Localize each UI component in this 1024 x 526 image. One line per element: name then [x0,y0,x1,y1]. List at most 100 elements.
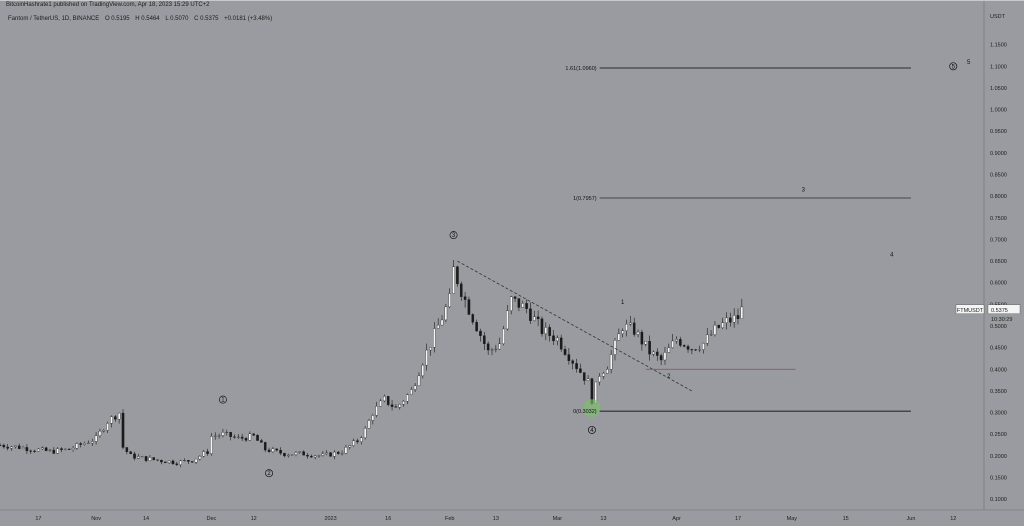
wave-label-circled: 1 [221,398,225,404]
ticker-tag-box [955,304,985,314]
candle-body [513,296,517,299]
time-tick-label: May [787,516,798,522]
candle-body [383,396,386,402]
candle-body [248,433,252,441]
candle-body [44,447,48,451]
candle-body [98,430,102,436]
candle-body [725,317,728,323]
candle-body [94,435,98,442]
time-tick-label: Feb [445,516,454,522]
candle-body [17,445,21,449]
wave-circle-marker [218,395,227,404]
candle-body [21,447,25,449]
candle-body [240,436,244,439]
wave-label-minor: 5 [967,60,971,66]
time-tick-label: Nov [91,516,101,522]
candle-body [283,453,286,457]
candle-body [559,337,563,350]
candle-body [183,460,186,462]
price-tick-label: 0.2500 [990,432,1007,438]
candle-body [56,448,59,454]
candle-body [256,435,259,441]
price-tick-label: 0.1000 [990,497,1007,503]
candle-body [483,335,486,344]
price-tick-label: 1.1000 [990,64,1007,70]
candle-body [736,315,740,319]
candle-body [37,448,40,452]
time-tick-label: 17 [735,516,741,522]
candle-body [275,448,279,451]
wave-label-minor: 4 [890,253,894,259]
candle-body [267,449,271,452]
candle-body [386,396,390,405]
candle-body [536,316,540,320]
candle-body [263,442,267,451]
price-tick-label: 1.1500 [990,43,1007,49]
time-tick-label: 14 [143,516,149,522]
candle-body [479,330,482,336]
candle-body [221,432,225,436]
candle-body [644,341,648,345]
last-price-label: 0.5375 [991,308,1008,314]
candle-body [140,456,144,458]
candle-body [690,349,694,351]
candle-body [133,453,136,459]
time-tick-label: 15 [843,516,849,522]
candle-body [287,454,290,457]
candle-body [717,324,721,328]
candle-body [402,401,405,405]
candle-body [190,461,194,463]
candle-body [506,310,509,330]
candle-body [317,455,321,457]
candle-body [48,449,52,451]
candle-body [552,335,555,342]
candle-body [64,448,67,450]
price-tick-label: 0.3500 [990,389,1007,395]
candle-body [679,339,682,346]
candle-body [452,266,455,294]
candle-body [156,459,159,461]
price-tick-label: 0.7500 [990,216,1007,222]
top-border [0,0,1024,1]
candle-body [187,460,190,462]
ticker-tag: FTMUSDT [957,308,984,314]
candle-body [598,376,601,383]
candle-body [682,345,686,347]
candle-body [517,298,521,308]
price-tick-label: 0.1500 [990,476,1007,482]
candle-body [67,448,71,450]
candle-body [433,328,436,348]
candle-body [52,449,56,454]
candle-body [152,457,156,460]
price-tick-label: 1.0500 [990,86,1007,92]
symbol-title: Fantom / TetherUS, 1D, BINANCE [8,16,100,22]
candle-body [548,327,551,336]
candle-body [398,404,402,408]
candle-body [148,457,152,461]
candle-body [705,334,709,344]
candle-body [367,420,371,429]
candle-body [356,440,359,442]
candle-body [363,428,367,438]
fib-level-label: 1(0.7957) [573,196,597,202]
time-tick-label: Mar [553,516,563,522]
candle-body [71,448,75,450]
candle-body [556,337,559,342]
candle-body [667,347,671,353]
price-tick-label: 0.7000 [990,237,1007,243]
candle-body [75,443,79,449]
candle-body [237,436,240,438]
candle-body [102,430,106,432]
candle-body [375,406,378,416]
candle-body [41,447,44,450]
candle-body [202,451,205,457]
candle-body [106,423,109,431]
candle-body [352,440,355,446]
candle-body [471,314,475,323]
candle-body [233,436,236,438]
candle-body [390,404,394,407]
candle-body [271,448,275,452]
candle-body [671,340,674,348]
candle-body [160,460,163,463]
